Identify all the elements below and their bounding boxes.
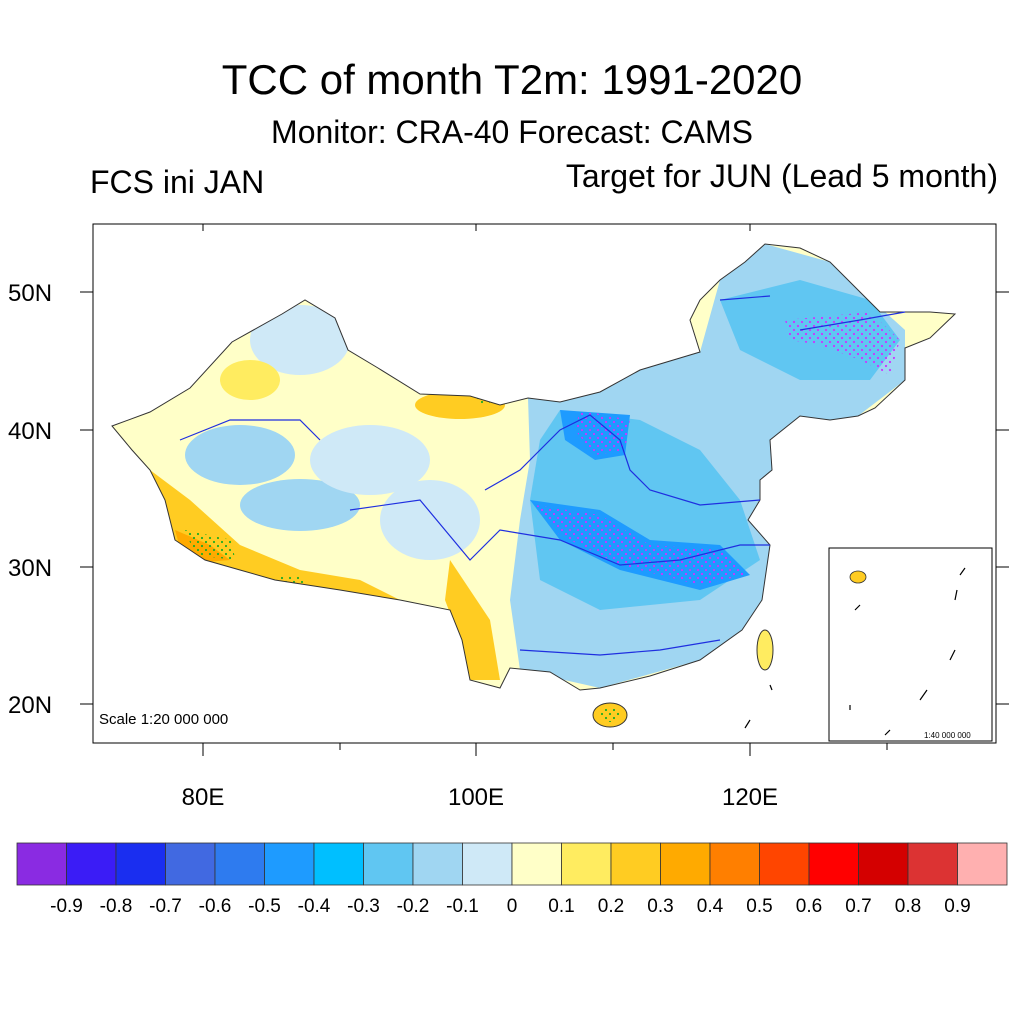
colorbar-swatch [115, 842, 166, 886]
colorbar-label: -0.3 [347, 896, 380, 917]
pearl-river [519, 639, 721, 656]
colorbar-label: -0.9 [50, 896, 83, 917]
main-dash-line [744, 684, 773, 729]
colorbar-label: 0.9 [944, 896, 971, 917]
colorbar-swatch [610, 842, 661, 886]
lat-label-20n: 20N [8, 692, 52, 719]
colorbar-label: -0.6 [198, 896, 232, 917]
scale-main-label: Scale 1:20 000 000 [99, 711, 229, 728]
colorbar-swatch [313, 842, 364, 886]
china-border [111, 243, 957, 691]
colorbar-label: -0.5 [248, 896, 281, 917]
colorbar-swatch [907, 842, 958, 886]
taiwan-island [756, 629, 774, 671]
colorbar-swatch [462, 842, 513, 886]
colorbar-label: -0.2 [396, 896, 430, 917]
colorbar [16, 842, 1008, 886]
colorbar-label: 0.2 [597, 896, 625, 917]
colorbar-swatch [16, 842, 67, 886]
colorbar-swatch [363, 842, 414, 886]
colorbar-swatch [561, 842, 612, 886]
lon-label-120e: 120E [722, 784, 778, 811]
colorbar-label: 0.3 [647, 896, 674, 917]
yangtze-river [349, 499, 770, 566]
colorbar-swatch [709, 842, 760, 886]
nine-dash-line [849, 567, 966, 736]
colorbar-label: 0 [506, 896, 518, 917]
colorbar-swatch [808, 842, 859, 886]
colorbar-label: -0.8 [99, 896, 133, 917]
lat-ticks [80, 291, 1009, 705]
colorbar-swatch [264, 842, 315, 886]
colorbar-label: 0.8 [894, 896, 922, 917]
scale-inset-label: 1:40 000 000 [924, 731, 971, 740]
tarim-river [179, 419, 321, 441]
inset-hainan [849, 570, 867, 584]
colorbar-swatch [412, 842, 463, 886]
colorbar-label: 0.1 [548, 896, 575, 917]
forecast-init-label: FCS ini JAN [90, 164, 265, 200]
lat-label-50n: 50N [8, 280, 52, 307]
colorbar-swatch [165, 842, 216, 886]
colorbar-swatch [759, 842, 810, 886]
colorbar-label: 0.4 [696, 896, 724, 917]
colorbar-label: -0.1 [446, 896, 479, 917]
lat-label-30n: 30N [8, 555, 52, 582]
colorbar-swatch [511, 842, 562, 886]
lat-label-40n: 40N [8, 418, 52, 445]
colorbar-label: 0.6 [795, 896, 823, 917]
colorbar-label: -0.7 [149, 896, 182, 917]
colorbar-swatch [957, 842, 1008, 886]
northeast-rivers [719, 295, 906, 331]
colorbar-swatch [66, 842, 117, 886]
lon-label-80e: 80E [182, 784, 225, 811]
colorbar-swatch [214, 842, 265, 886]
colorbar-label: 0.7 [845, 896, 872, 917]
target-label: Target for JUN (Lead 5 month) [565, 158, 998, 194]
map-subtitle: Monitor: CRA-40 Forecast: CAMS [271, 114, 753, 150]
lon-label-100e: 100E [448, 784, 504, 811]
map-title: TCC of month T2m: 1991-2020 [221, 56, 803, 103]
lon-ticks [202, 224, 888, 756]
yellow-river [484, 414, 761, 506]
colorbar-swatch [858, 842, 909, 886]
colorbar-swatch [660, 842, 711, 886]
colorbar-label: 0.5 [746, 896, 773, 917]
colorbar-label: -0.4 [297, 896, 331, 917]
